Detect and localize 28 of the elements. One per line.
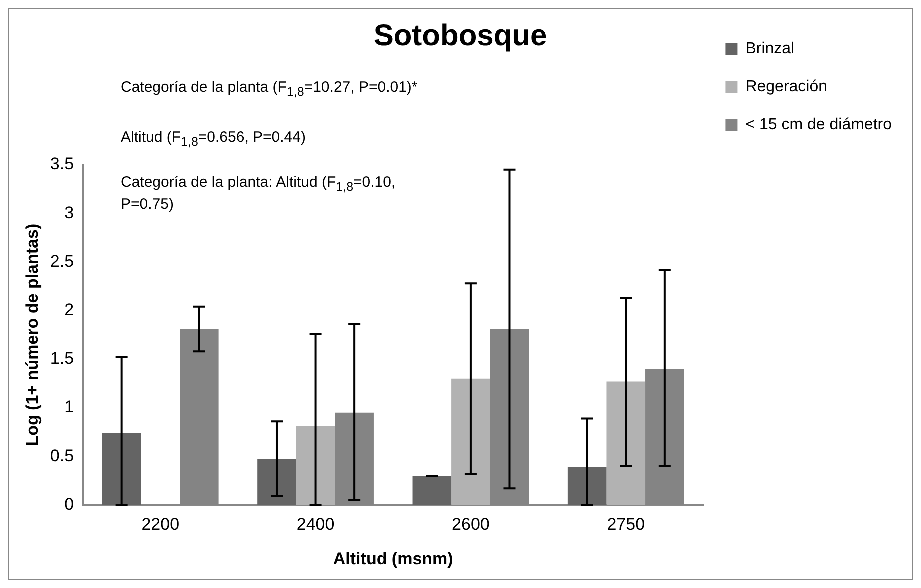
legend-label: Regeración [746,78,828,96]
y-tick-label: 3.5 [50,154,74,174]
bar [606,382,646,506]
y-tick-label: 2 [64,300,74,320]
chart-title: Sotobosque [374,19,548,52]
bar [568,467,607,506]
text: Categoría de la planta (F$_{1,8}$=10.27, P=0.01)* [121,79,419,101]
text: Categoría de la planta: Altitud (F$_{1,8}$=0.10, P=0.75) [121,174,396,213]
y-tick-label: 0 [64,494,74,514]
text: Altitud (F$_{1,8}$=0.656, P=0.44) [121,129,307,151]
legend-label: Brinzal [746,40,795,58]
x-tick-label: 2400 [296,515,335,534]
bar [412,476,452,506]
x-tick-label: 2750 [607,515,646,534]
x-axis-title: Altitud (msnm) [333,549,454,568]
y-axis-title: Log (1+ número de plantas) [22,224,42,446]
y-tick-label: 1.5 [50,349,74,368]
y-tick-label: 1 [64,398,74,417]
y-tick-label: 2.5 [50,252,74,271]
bar [258,460,296,506]
bar [102,433,142,506]
y-tick-label: 3 [64,203,74,222]
x-tick-label: 2600 [452,515,490,534]
legend-label: < 15 cm de diámetro [746,116,892,134]
bar [452,378,490,506]
y-tick-label: 0.5 [50,446,74,466]
bar [296,426,336,506]
x-tick-label: 2200 [142,515,180,534]
